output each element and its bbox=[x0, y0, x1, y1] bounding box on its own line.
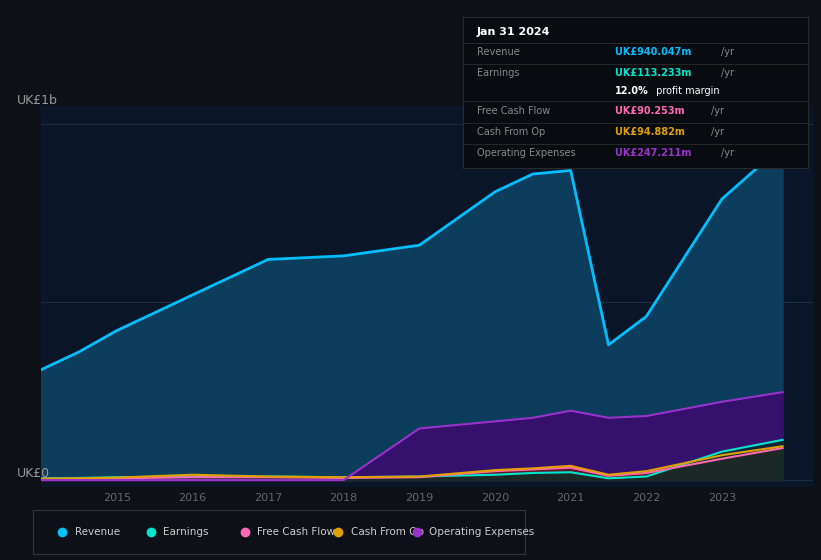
Text: Free Cash Flow: Free Cash Flow bbox=[477, 106, 550, 116]
Text: Operating Expenses: Operating Expenses bbox=[429, 527, 534, 537]
Text: profit margin: profit margin bbox=[653, 86, 719, 96]
Text: Revenue: Revenue bbox=[477, 47, 520, 57]
Text: UK£0: UK£0 bbox=[16, 466, 49, 480]
Text: Cash From Op: Cash From Op bbox=[477, 127, 545, 137]
Text: UK£940.047m: UK£940.047m bbox=[615, 47, 695, 57]
Text: Operating Expenses: Operating Expenses bbox=[477, 148, 576, 158]
Text: 12.0%: 12.0% bbox=[615, 86, 649, 96]
Text: /yr: /yr bbox=[711, 106, 724, 116]
Text: UK£113.233m: UK£113.233m bbox=[615, 68, 695, 78]
Text: UK£247.211m: UK£247.211m bbox=[615, 148, 695, 158]
Text: /yr: /yr bbox=[721, 148, 734, 158]
Text: /yr: /yr bbox=[721, 68, 734, 78]
Text: Earnings: Earnings bbox=[477, 68, 520, 78]
Text: /yr: /yr bbox=[711, 127, 724, 137]
Text: UK£1b: UK£1b bbox=[16, 94, 57, 108]
Text: UK£90.253m: UK£90.253m bbox=[615, 106, 688, 116]
Text: Cash From Op: Cash From Op bbox=[351, 527, 424, 537]
Text: Jan 31 2024: Jan 31 2024 bbox=[477, 27, 550, 38]
Text: UK£94.882m: UK£94.882m bbox=[615, 127, 688, 137]
Text: Earnings: Earnings bbox=[163, 527, 209, 537]
Text: Revenue: Revenue bbox=[75, 527, 120, 537]
Text: /yr: /yr bbox=[721, 47, 734, 57]
Text: Free Cash Flow: Free Cash Flow bbox=[257, 527, 335, 537]
